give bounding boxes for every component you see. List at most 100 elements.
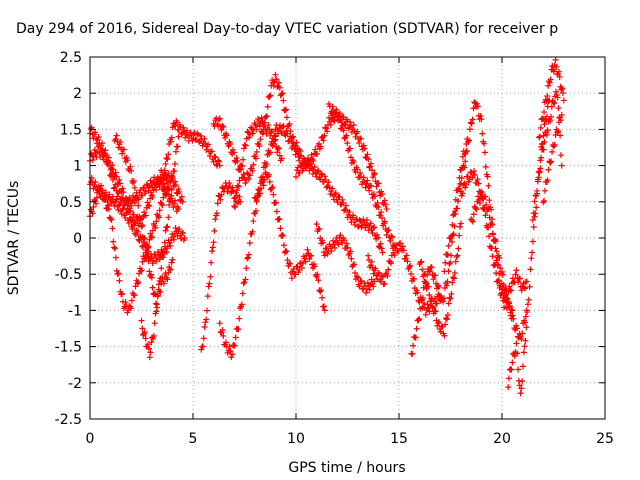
data-point [279, 90, 286, 97]
data-point [325, 179, 332, 186]
data-point [469, 116, 476, 123]
data-point [462, 158, 469, 165]
data-point [530, 210, 537, 217]
data-point [227, 140, 234, 147]
data-point [230, 149, 237, 156]
data-point [164, 156, 171, 163]
data-point [537, 165, 544, 172]
data-point [490, 231, 497, 238]
data-point [489, 221, 496, 228]
data-point [367, 220, 374, 227]
data-point [509, 307, 516, 314]
data-point [278, 130, 285, 137]
data-point [393, 242, 400, 249]
data-point [108, 170, 115, 177]
data-point [234, 182, 241, 189]
data-point [284, 130, 291, 137]
data-point [346, 208, 353, 215]
data-point [533, 204, 540, 211]
data-point [149, 194, 156, 201]
data-point [156, 256, 163, 263]
data-point [162, 160, 169, 167]
data-point [325, 114, 332, 121]
data-point [109, 225, 116, 232]
data-point [209, 244, 216, 251]
data-point [534, 176, 541, 183]
data-point [478, 189, 485, 196]
data-point [360, 142, 367, 149]
data-point [442, 259, 449, 266]
data-point [238, 162, 245, 169]
data-point [210, 239, 217, 246]
data-point [371, 193, 378, 200]
data-point [537, 124, 544, 131]
data-point [350, 158, 357, 165]
data-point [253, 126, 260, 133]
data-point [303, 161, 310, 168]
data-point [354, 274, 361, 281]
series-sat-y [529, 88, 565, 223]
data-point [141, 329, 148, 336]
data-point [517, 390, 524, 397]
data-point [343, 132, 350, 139]
data-point [283, 127, 290, 134]
data-point [420, 284, 427, 291]
data-point [168, 186, 175, 193]
data-point [278, 91, 285, 98]
data-point [374, 199, 381, 206]
data-point [261, 119, 268, 126]
data-point [175, 186, 182, 193]
data-point [361, 145, 368, 152]
x-tick-label: 5 [189, 431, 198, 447]
data-point [128, 297, 135, 304]
data-point [215, 157, 222, 164]
data-point [481, 149, 488, 156]
data-point [540, 199, 547, 206]
series-sat-z [540, 111, 565, 206]
data-point [509, 312, 516, 319]
data-point [368, 258, 375, 265]
data-point [506, 303, 513, 310]
axis-ticks [89, 56, 606, 420]
data-point [347, 119, 354, 126]
data-point [422, 311, 429, 318]
data-point [463, 181, 470, 188]
data-point [449, 221, 456, 228]
data-point [519, 330, 526, 337]
data-point [469, 218, 476, 225]
data-point [458, 164, 465, 171]
data-point [449, 279, 456, 286]
data-point [366, 222, 373, 229]
data-point [258, 178, 265, 185]
data-point [138, 267, 145, 274]
data-point [382, 201, 389, 208]
data-point [310, 157, 317, 164]
data-point [146, 354, 153, 361]
data-point [181, 128, 188, 135]
data-point [272, 136, 279, 143]
data-point [151, 290, 158, 297]
data-point [113, 196, 120, 203]
data-point [343, 207, 350, 214]
data-point [257, 190, 264, 197]
data-point [240, 280, 247, 287]
data-point [446, 260, 453, 267]
data-point [127, 305, 134, 312]
data-point [246, 240, 253, 247]
data-point [288, 275, 295, 282]
data-point [158, 265, 165, 272]
data-point [207, 273, 214, 280]
plot-frame [89, 56, 606, 420]
data-point [255, 186, 262, 193]
data-point [339, 196, 346, 203]
data-point [309, 170, 316, 177]
data-point [171, 178, 178, 185]
data-point [113, 132, 120, 139]
data-point [263, 160, 270, 167]
data-point [113, 173, 120, 180]
data-point [235, 326, 242, 333]
data-point [254, 122, 261, 129]
data-point [426, 291, 433, 298]
series-sat-b [87, 143, 182, 215]
data-point [551, 100, 558, 107]
